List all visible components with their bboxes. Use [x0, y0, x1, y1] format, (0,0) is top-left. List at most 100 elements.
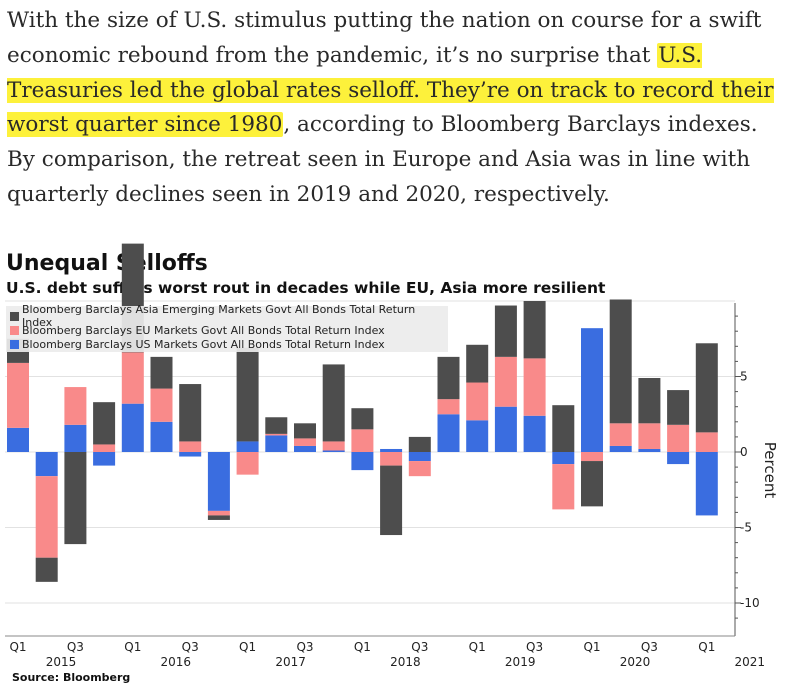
x-tick-label-quarter: Q1 [9, 640, 26, 654]
bar-us [265, 435, 288, 452]
bar-us [552, 452, 575, 465]
bar-eu [179, 441, 202, 452]
y-tick-label: 0 [740, 445, 748, 459]
bar-us [150, 421, 173, 452]
bar-asia [695, 343, 718, 433]
bar-asia [351, 408, 374, 430]
bar-asia [523, 301, 546, 359]
bar-us [121, 403, 144, 452]
x-tick-label-year: 2019 [505, 655, 536, 669]
bar-asia [437, 356, 460, 400]
x-tick-label-quarter: Q1 [239, 640, 256, 654]
bar-eu [294, 438, 316, 446]
bar-us [179, 452, 202, 457]
chart-subtitle: U.S. debt suffers worst rout in decades … [6, 279, 606, 297]
bar-asia [294, 423, 316, 439]
bar-us [7, 427, 29, 452]
bar-asia [638, 378, 661, 424]
bar-eu [552, 464, 575, 510]
bar-asia [609, 299, 632, 424]
bar-us [667, 452, 690, 465]
bar-asia [265, 417, 288, 434]
bar-us [437, 414, 460, 452]
chart-source: Source: Bloomberg [12, 671, 131, 684]
x-tick-label-quarter: Q1 [124, 640, 141, 654]
bar-asia [207, 515, 230, 520]
y-tick-label: 5 [740, 370, 748, 384]
bar-asia [150, 356, 173, 389]
bar-asia [380, 465, 403, 536]
bar-eu [380, 452, 403, 466]
bar-eu [494, 356, 517, 407]
bar-asia [93, 402, 116, 445]
bar-us [408, 452, 431, 462]
x-tick-label-quarter: Q3 [411, 640, 428, 654]
bar-asia [322, 364, 345, 442]
x-tick-label-year: 2015 [46, 655, 77, 669]
bar-eu [150, 388, 173, 422]
bar-eu [609, 423, 632, 446]
bar-us [380, 448, 403, 452]
x-tick-label-quarter: Q1 [354, 640, 371, 654]
bar-asia [494, 305, 517, 357]
bar-asia [581, 461, 603, 507]
x-tick-label-quarter: Q3 [526, 640, 543, 654]
bar-asia [552, 405, 575, 452]
x-tick-label-quarter: Q3 [296, 640, 313, 654]
bar-eu [236, 452, 259, 475]
bar-us [322, 450, 345, 452]
bar-us [35, 452, 58, 477]
bar-us [638, 448, 661, 452]
bar-eu [408, 461, 431, 477]
bar-us [207, 452, 230, 511]
bar-us [294, 445, 316, 452]
x-tick-label-quarter: Q3 [182, 640, 199, 654]
bar-asia [35, 557, 58, 582]
bar-eu [265, 433, 288, 436]
x-tick-label-year: 2018 [390, 655, 421, 669]
bar-eu [322, 441, 345, 451]
bar-eu [207, 510, 230, 516]
bar-us [494, 406, 517, 452]
bar-us [466, 420, 489, 452]
bar-us [523, 415, 546, 452]
bar-eu [523, 358, 546, 416]
bar-us [351, 452, 374, 471]
y-tick-label: -10 [740, 596, 760, 610]
y-tick-label: -5 [740, 521, 752, 535]
chart-title: Unequal Selloffs [6, 251, 208, 276]
bar-eu [35, 476, 58, 558]
bar-eu [121, 352, 144, 404]
bar-eu [667, 424, 690, 452]
legend-item-us: Bloomberg Barclays US Markets Govt All B… [6, 337, 448, 351]
article-text-lead: With the size of U.S. stimulus putting t… [7, 8, 762, 68]
legend-label-us: Bloomberg Barclays US Markets Govt All B… [22, 337, 385, 351]
x-tick-label-year: 2021 [735, 655, 766, 669]
bar-eu [64, 387, 87, 425]
bar-us [609, 445, 632, 452]
x-tick-label-quarter: Q3 [67, 640, 84, 654]
chart-legend: Bloomberg Barclays Asia Emerging Markets… [6, 303, 448, 352]
x-tick-label-quarter: Q1 [698, 640, 715, 654]
bar-eu [437, 399, 460, 415]
bar-asia [236, 347, 259, 442]
bar-asia [179, 384, 202, 442]
bar-eu [638, 423, 661, 449]
bar-eu [351, 429, 374, 452]
article-text-tail: , according to Bloomberg Barclays indexe… [7, 112, 758, 207]
x-tick-label-year: 2020 [620, 655, 651, 669]
bar-asia [408, 436, 431, 452]
bar-asia [667, 390, 690, 425]
bar-eu [695, 432, 718, 452]
x-tick-label-quarter: Q3 [641, 640, 658, 654]
bar-asia [64, 452, 87, 545]
x-tick-label-quarter: Q1 [583, 640, 600, 654]
bar-asia [466, 344, 489, 383]
bar-eu [581, 452, 603, 462]
bar-us [695, 452, 718, 516]
y-axis-title: Percent [761, 442, 779, 499]
x-tick-label-year: 2016 [161, 655, 192, 669]
legend-swatch-eu [10, 325, 19, 335]
bar-us [64, 424, 87, 452]
